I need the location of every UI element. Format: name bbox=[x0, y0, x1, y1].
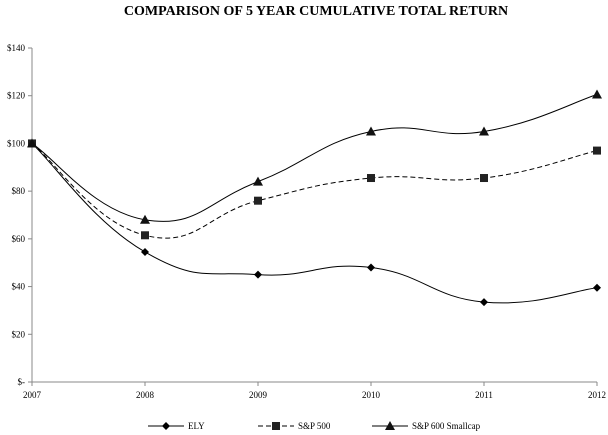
series-line-ely bbox=[31, 143, 598, 304]
legend-label-ely: ELY bbox=[188, 421, 205, 431]
y-tick-label: $140 bbox=[7, 43, 26, 53]
data-point-sp-600-smallcap bbox=[479, 126, 489, 136]
data-point-ely bbox=[480, 298, 488, 307]
data-point-sp-600-smallcap bbox=[140, 214, 150, 224]
x-tick-label: 2010 bbox=[362, 390, 381, 400]
legend-label-sp-500: S&P 500 bbox=[298, 421, 331, 431]
series-sp-600-smallcap bbox=[27, 89, 602, 224]
y-tick-label: $- bbox=[18, 377, 26, 387]
data-point-sp-500 bbox=[367, 174, 375, 183]
x-tick-label: 2009 bbox=[249, 390, 268, 400]
legend-label-sp-600-smallcap: S&P 600 Smallcap bbox=[412, 421, 481, 431]
x-tick-label: 2011 bbox=[475, 390, 493, 400]
axes: $- $20 $40 $60 $80 $100 $120 $140 2007 2008 2009 20… bbox=[7, 43, 606, 400]
data-point-sp-600-smallcap bbox=[592, 89, 602, 99]
series-ely bbox=[28, 139, 601, 307]
series-line-sp-500 bbox=[31, 143, 598, 239]
y-tick-label: $60 bbox=[12, 234, 26, 244]
data-point-ely bbox=[367, 263, 375, 272]
data-point-ely bbox=[254, 270, 262, 279]
x-tick-label: 2012 bbox=[588, 390, 606, 400]
y-tick-label: $120 bbox=[7, 91, 26, 101]
legend: ELY S&P 500 S&P 600 Smallcap bbox=[148, 421, 481, 431]
series-line-sp-600-smallcap bbox=[31, 94, 598, 222]
y-tick-label: $20 bbox=[12, 329, 26, 339]
data-point-ely bbox=[593, 283, 601, 292]
data-point-ely bbox=[141, 247, 149, 256]
plot-area bbox=[27, 89, 602, 307]
legend-item-ely: ELY bbox=[148, 421, 205, 431]
legend-marker-ely bbox=[162, 422, 170, 430]
data-point-sp-500 bbox=[254, 196, 262, 205]
legend-item-sp-500: S&P 500 bbox=[258, 421, 331, 431]
x-tick-label: 2008 bbox=[136, 390, 155, 400]
y-tick-label: $40 bbox=[12, 282, 26, 292]
data-point-sp-600-smallcap bbox=[253, 176, 263, 186]
series-sp-500 bbox=[28, 139, 601, 240]
chart-title: COMPARISON OF 5 YEAR CUMULATIVE TOTAL RE… bbox=[124, 4, 508, 19]
y-tick-label: $80 bbox=[12, 186, 26, 196]
legend-item-sp-600-smallcap: S&P 600 Smallcap bbox=[372, 421, 481, 431]
legend-marker-sp-600-smallcap bbox=[385, 421, 395, 430]
data-point-sp-500 bbox=[480, 174, 488, 183]
data-point-sp-600-smallcap bbox=[366, 126, 376, 136]
data-point-sp-500 bbox=[593, 146, 601, 155]
x-tick-label: 2007 bbox=[23, 390, 42, 400]
y-tick-label: $100 bbox=[7, 138, 26, 148]
data-point-sp-500 bbox=[141, 231, 149, 240]
data-point-sp-600-smallcap bbox=[27, 138, 37, 148]
legend-marker-sp-500 bbox=[272, 422, 280, 430]
